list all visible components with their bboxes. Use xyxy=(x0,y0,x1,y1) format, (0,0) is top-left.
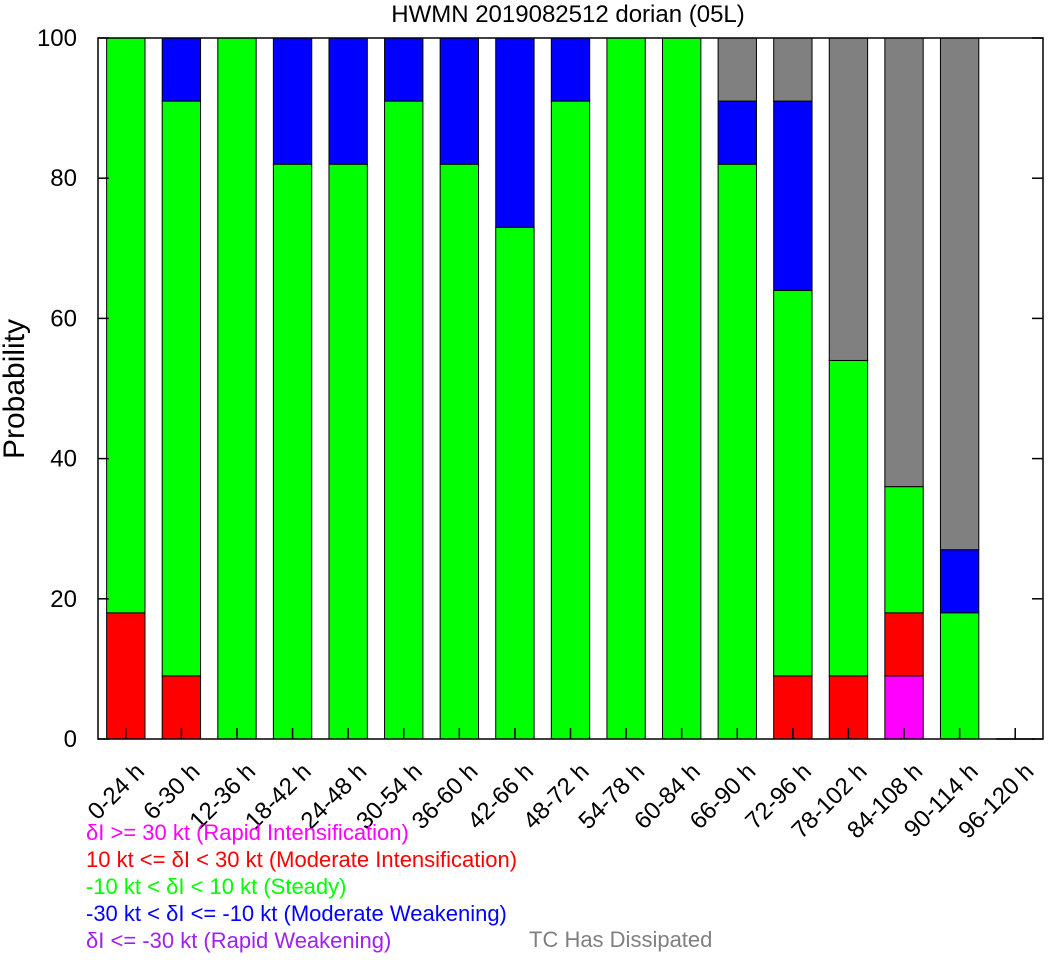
bar-segment-dissipated-14 xyxy=(884,37,924,488)
bar-segment-mi-14 xyxy=(884,612,924,677)
bar-segment-steady-14 xyxy=(884,486,924,614)
bar-segment-steady-4 xyxy=(328,163,368,740)
bar-segment-steady-1 xyxy=(161,100,202,677)
bars-group xyxy=(106,37,1035,740)
bar-segment-mw-8 xyxy=(550,37,591,102)
bar-segment-dissipated-12 xyxy=(773,37,813,102)
y-axis: 0 20 40 60 80 100 xyxy=(37,25,1043,753)
chart-title: HWMN 2019082512 dorian (05L) xyxy=(391,1,745,28)
bar-segment-steady-6 xyxy=(439,163,480,740)
y-tick-label: 40 xyxy=(50,446,77,473)
x-tick-label: 0-24 h xyxy=(83,758,150,825)
bar-segment-steady-7 xyxy=(495,226,535,740)
bar-segment-steady-15 xyxy=(939,612,980,740)
legend: δI >= 30 kt (Rapid Intensification) 10 k… xyxy=(86,819,517,954)
legend-item-moderate-intensification: 10 kt <= δI < 30 kt (Moderate Intensific… xyxy=(86,847,518,872)
bar-segment-mw-11 xyxy=(717,100,757,165)
y-axis-label: Probability xyxy=(0,319,31,459)
bar-segment-mw-1 xyxy=(161,37,202,102)
bar-segment-dissipated-15 xyxy=(939,37,980,551)
bar-segment-steady-0 xyxy=(106,37,146,614)
bar-segment-mw-3 xyxy=(272,37,313,165)
legend-item-moderate-weakening: -30 kt < δI <= -10 kt (Moderate Weakenin… xyxy=(86,901,507,926)
legend-item-rapid-intensification: δI >= 30 kt (Rapid Intensification) xyxy=(86,820,409,845)
y-tick-label: 100 xyxy=(37,25,77,52)
y-tick-label: 60 xyxy=(50,305,77,332)
bar-segment-mw-5 xyxy=(384,37,424,102)
plot-frame xyxy=(97,37,1044,740)
bar-segment-mi-0 xyxy=(106,612,146,740)
legend-item-dissipated: TC Has Dissipated xyxy=(529,927,713,952)
legend-item-steady: -10 kt < δI < 10 kt (Steady) xyxy=(86,874,347,899)
bar-segment-steady-3 xyxy=(272,163,313,740)
bar-segment-mw-12 xyxy=(773,100,813,291)
y-tick-label: 0 xyxy=(64,726,77,753)
bar-segment-mw-6 xyxy=(439,37,480,165)
bar-segment-steady-2 xyxy=(217,37,257,740)
bar-segment-mw-7 xyxy=(495,37,535,228)
bar-segment-steady-12 xyxy=(773,289,813,677)
legend-item-rapid-weakening: δI <= -30 kt (Rapid Weakening) xyxy=(86,928,392,953)
bar-segment-mw-4 xyxy=(328,37,368,165)
y-tick-label: 80 xyxy=(50,165,77,192)
y-tick-label: 20 xyxy=(50,586,77,613)
bar-segment-dissipated-13 xyxy=(828,37,869,361)
bar-segment-steady-11 xyxy=(717,163,757,740)
bar-segment-steady-9 xyxy=(606,37,646,740)
bar-segment-steady-10 xyxy=(662,37,702,740)
bar-segment-dissipated-11 xyxy=(717,37,757,102)
bar-segment-steady-13 xyxy=(828,359,869,677)
bar-segment-steady-5 xyxy=(384,100,424,740)
bar-segment-steady-8 xyxy=(550,100,591,740)
bar-segment-mw-15 xyxy=(939,549,980,614)
